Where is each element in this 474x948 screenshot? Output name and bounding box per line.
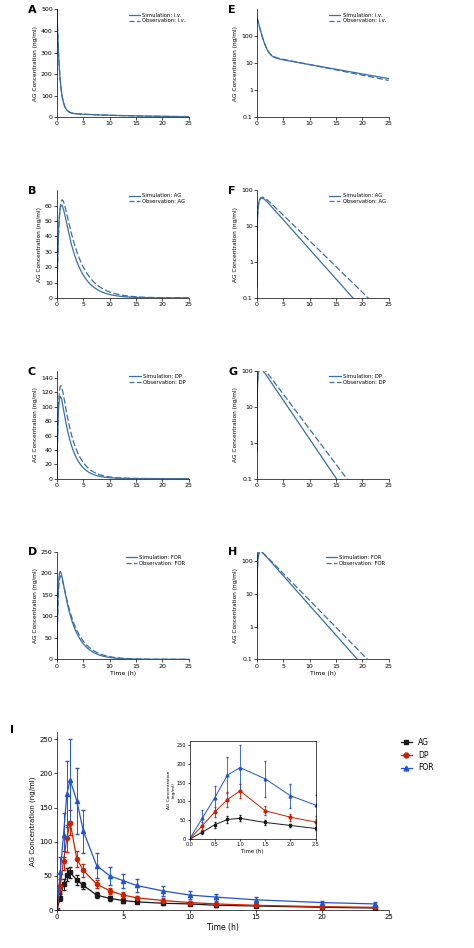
X-axis label: Time (h): Time (h)	[207, 923, 239, 932]
Y-axis label: AG Concentration (ng/ml): AG Concentration (ng/ml)	[233, 207, 238, 282]
Legend: Simulation: AG, Observation: AG: Simulation: AG, Observation: AG	[128, 192, 186, 205]
Y-axis label: AG Concentration (ng/ml): AG Concentration (ng/ml)	[33, 26, 38, 100]
Legend: Simulation: i.v., Observation: i.v.: Simulation: i.v., Observation: i.v.	[128, 12, 186, 24]
Legend: AG, DP, FOR: AG, DP, FOR	[399, 737, 436, 774]
Y-axis label: AG Concentration (ng/ml): AG Concentration (ng/ml)	[33, 568, 38, 643]
Y-axis label: AG Concentration (ng/ml): AG Concentration (ng/ml)	[233, 568, 238, 643]
Text: E: E	[228, 5, 236, 15]
Legend: Simulation: DP, Observation: DP: Simulation: DP, Observation: DP	[128, 374, 186, 386]
Legend: Simulation: i.v., Observation: i.v.: Simulation: i.v., Observation: i.v.	[328, 12, 386, 24]
Y-axis label: AG Concentration (ng/ml): AG Concentration (ng/ml)	[233, 388, 238, 463]
Legend: Simulation: FOR, Observation: FOR: Simulation: FOR, Observation: FOR	[325, 555, 386, 566]
Legend: Simulation: FOR, Observation: FOR: Simulation: FOR, Observation: FOR	[125, 555, 186, 566]
Legend: Simulation: AG, Observation: AG: Simulation: AG, Observation: AG	[328, 192, 386, 205]
Text: G: G	[228, 367, 237, 376]
Text: A: A	[28, 5, 36, 15]
Text: F: F	[228, 186, 236, 196]
Text: H: H	[228, 547, 237, 557]
Y-axis label: AG Concentration (ng/ml): AG Concentration (ng/ml)	[37, 207, 42, 282]
Y-axis label: AG Concentration (ng/ml): AG Concentration (ng/ml)	[233, 26, 238, 100]
Text: I: I	[10, 725, 14, 736]
Text: B: B	[28, 186, 36, 196]
Text: D: D	[28, 547, 37, 557]
Legend: Simulation: DP, Observation: DP: Simulation: DP, Observation: DP	[328, 374, 386, 386]
X-axis label: Time (h): Time (h)	[310, 671, 336, 676]
X-axis label: Time (h): Time (h)	[109, 671, 136, 676]
Y-axis label: AG Concentration (ng/ml): AG Concentration (ng/ml)	[30, 776, 36, 866]
Y-axis label: AG Concentration (ng/ml): AG Concentration (ng/ml)	[33, 388, 38, 463]
Text: C: C	[28, 367, 36, 376]
